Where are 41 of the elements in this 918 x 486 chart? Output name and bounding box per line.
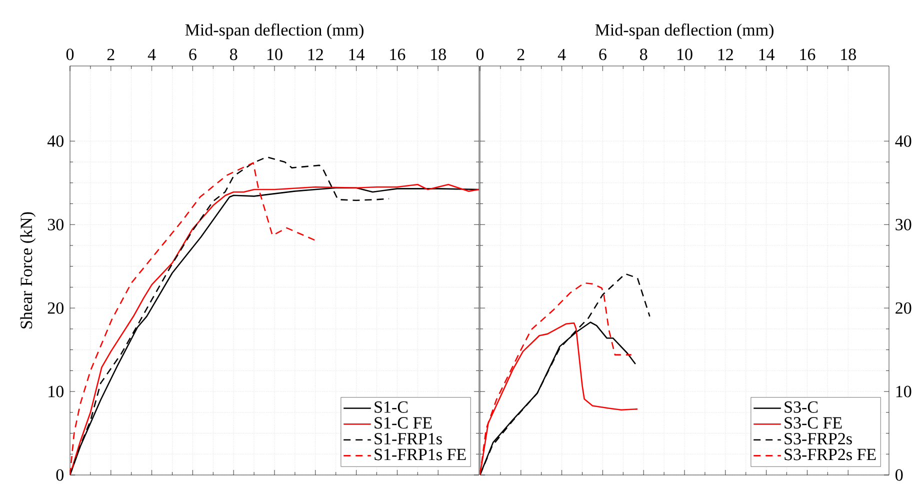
x-tick-label: 4 xyxy=(558,48,566,60)
legend-label: S1-FRP1s FE xyxy=(374,448,466,460)
x-tick-label: 8 xyxy=(640,48,648,60)
legend-label: S1-C xyxy=(374,401,408,413)
x-axis-title: Mid-span deflection (mm) xyxy=(595,23,774,39)
y-tick-label: 10 xyxy=(896,386,912,398)
y-tick-label: 10 xyxy=(48,386,64,398)
x-tick-label: 10 xyxy=(267,48,282,60)
x-tick-label: 2 xyxy=(107,48,114,60)
x-tick-label: 12 xyxy=(718,48,733,60)
x-tick-label: 16 xyxy=(390,48,406,60)
legend-label: S3-FRP2s xyxy=(784,432,852,444)
x-tick-label: 18 xyxy=(431,48,446,60)
y-tick-label: 20 xyxy=(896,302,912,314)
legend-label: S1-FRP1s xyxy=(374,432,442,444)
x-tick-label: 0 xyxy=(476,48,484,60)
x-axis-title: Mid-span deflection (mm) xyxy=(185,23,364,39)
y-tick-label: 20 xyxy=(48,302,64,314)
x-tick-label: 4 xyxy=(148,48,156,60)
y-axis-title: Shear Force (kN) xyxy=(20,212,36,328)
x-tick-label: 6 xyxy=(599,48,606,60)
y-tick-label: 30 xyxy=(48,218,64,230)
x-tick-label: 12 xyxy=(308,48,323,60)
y-tick-label: 40 xyxy=(895,135,912,147)
y-tick-label: 40 xyxy=(47,135,64,147)
legend-label: S3-C xyxy=(784,401,818,413)
x-tick-label: 6 xyxy=(189,48,196,60)
x-tick-label: 10 xyxy=(677,48,692,60)
legend-label: S1-C FE xyxy=(374,417,432,428)
legend-label: S3-FRP2s FE xyxy=(784,448,876,460)
x-tick-label: 16 xyxy=(800,48,816,60)
x-tick-label: 14 xyxy=(349,48,365,60)
x-tick-label: 8 xyxy=(230,48,238,60)
x-tick-label: 18 xyxy=(841,48,856,60)
x-tick-label: 14 xyxy=(759,48,775,60)
x-tick-label: 2 xyxy=(517,48,524,60)
y-tick-label: 0 xyxy=(896,469,903,481)
y-tick-label: 30 xyxy=(896,218,912,230)
x-tick-label: 0 xyxy=(66,48,74,60)
legend-label: S3-C FE xyxy=(784,417,842,428)
y-tick-label: 0 xyxy=(56,469,64,481)
